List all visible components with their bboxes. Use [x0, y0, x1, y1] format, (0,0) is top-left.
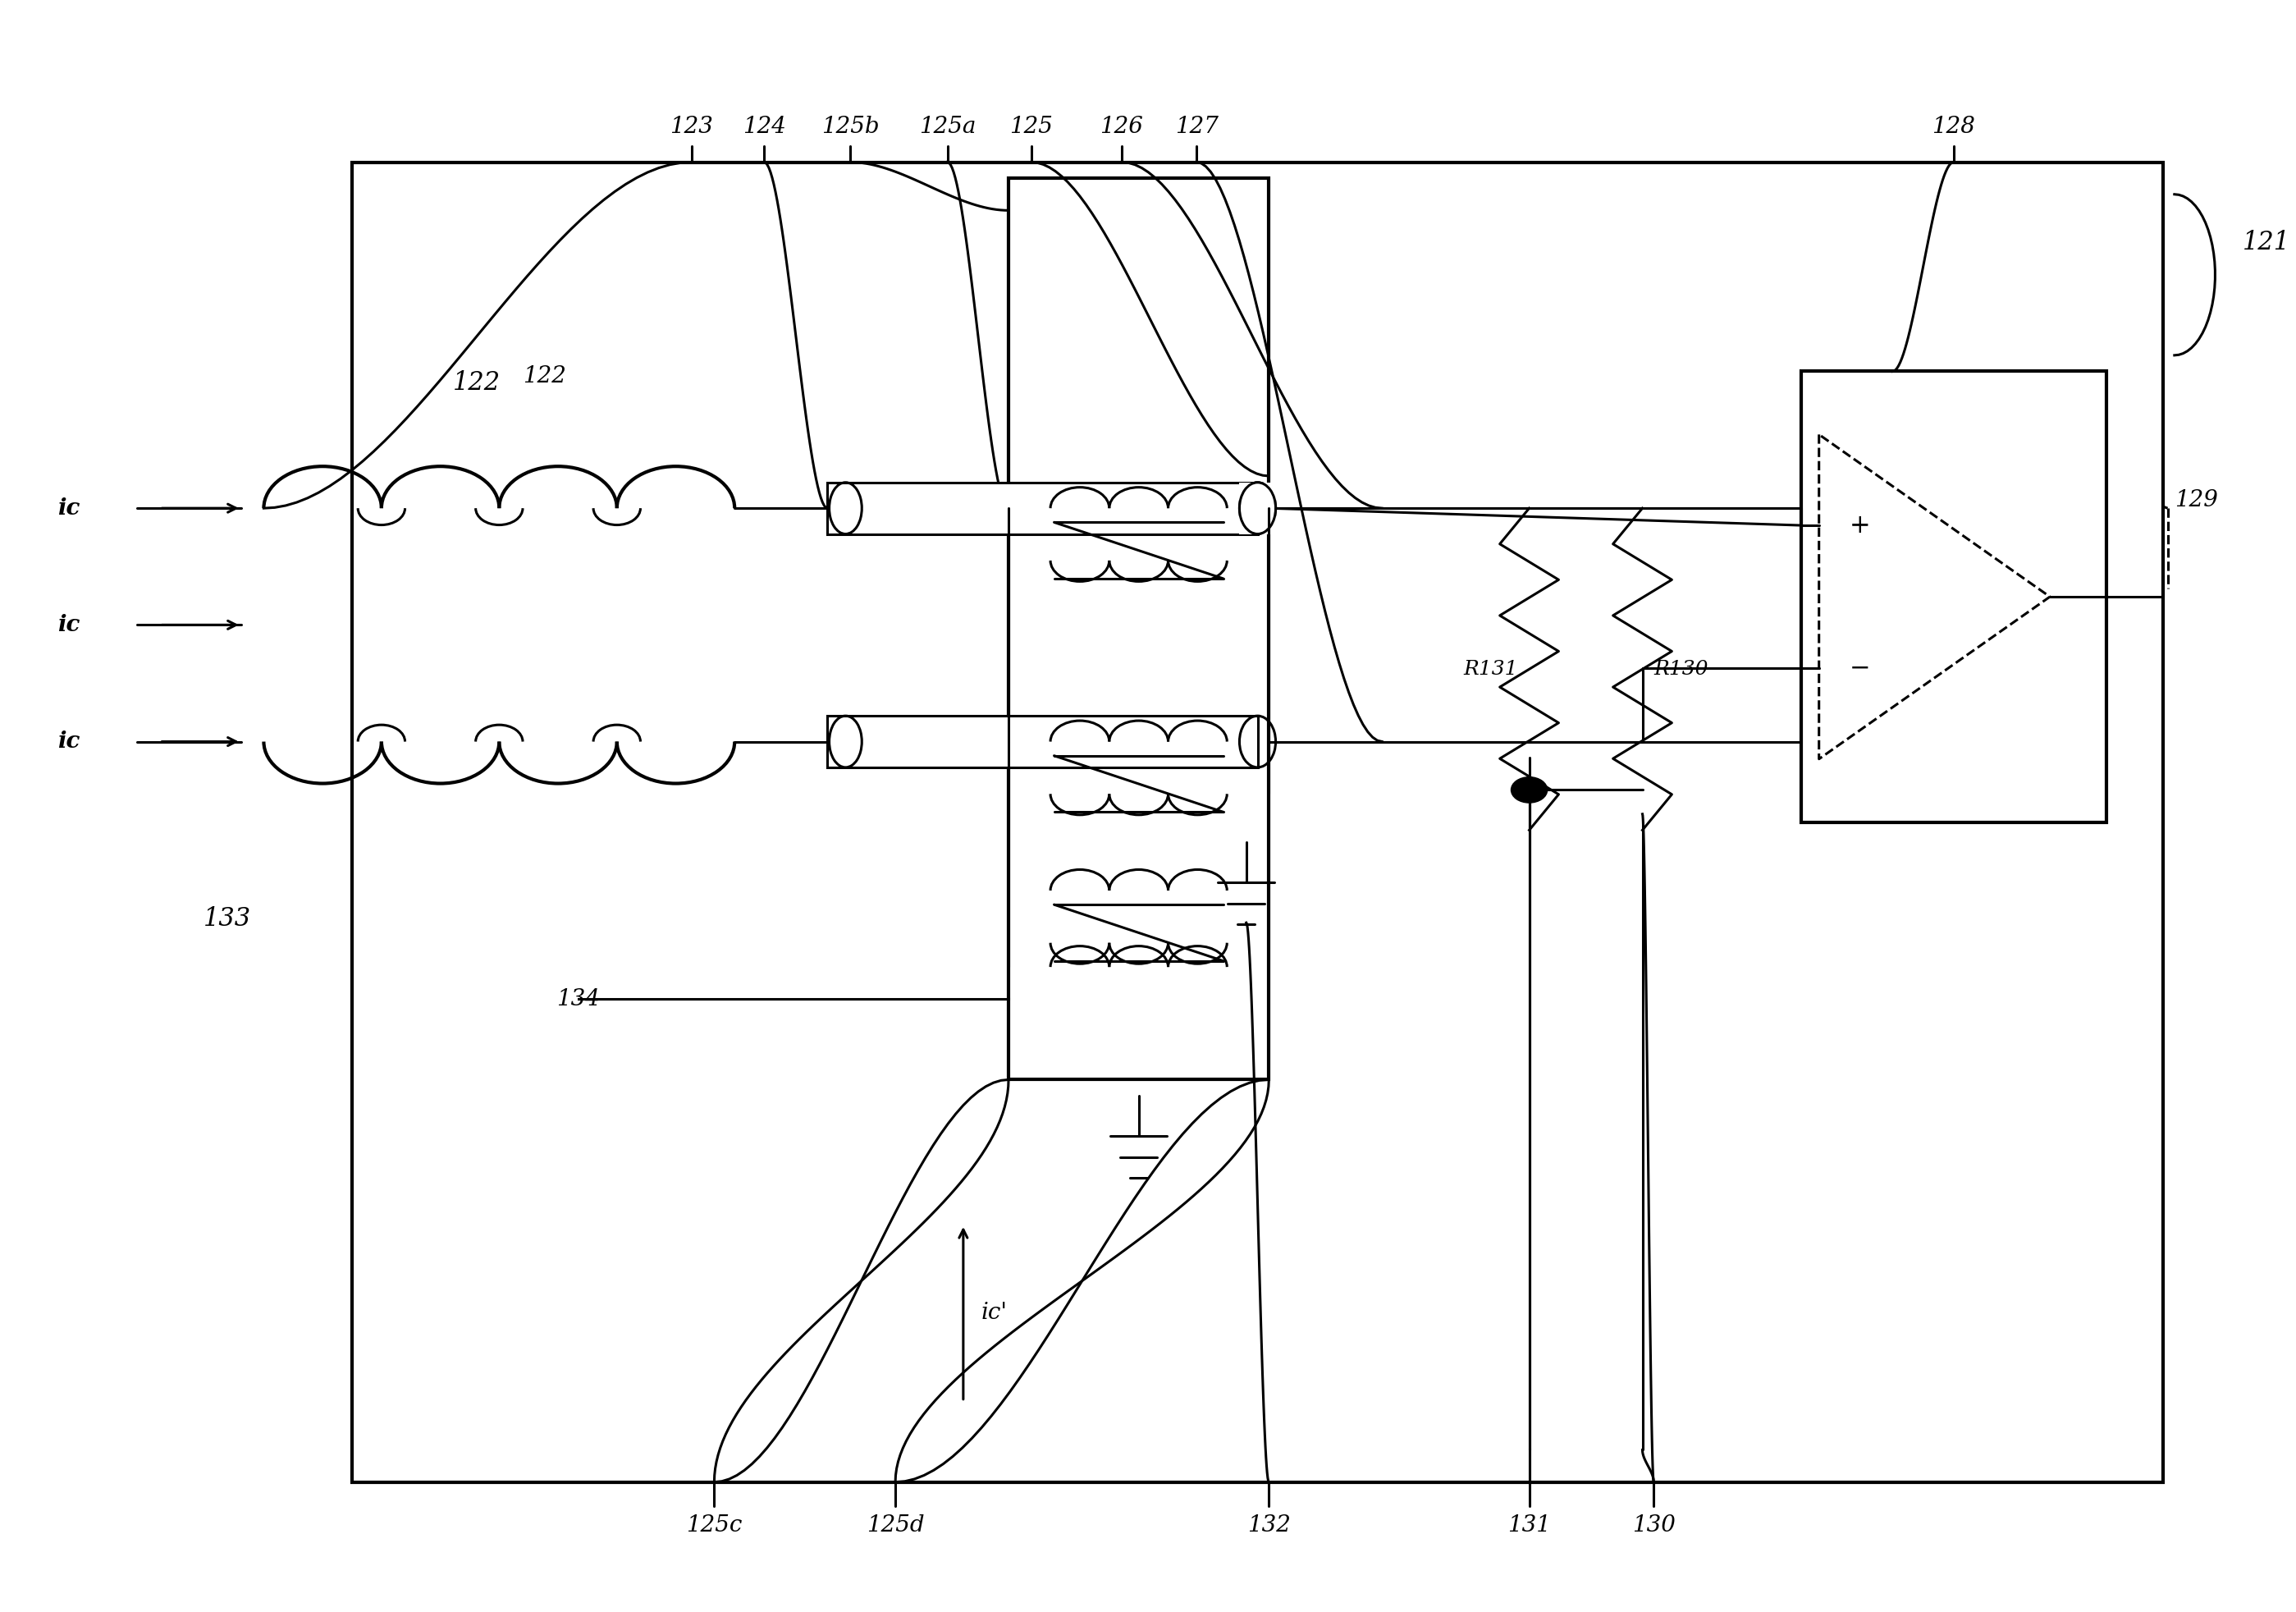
Text: ic: ic — [57, 730, 80, 753]
Text: 126: 126 — [1100, 116, 1143, 139]
Text: 125: 125 — [1010, 116, 1054, 139]
Text: −: − — [1848, 656, 1871, 680]
Text: 125b: 125b — [822, 116, 879, 139]
Text: 133: 133 — [204, 906, 250, 932]
Text: ic': ic' — [980, 1302, 1008, 1323]
Text: 124: 124 — [742, 116, 785, 139]
Text: 132: 132 — [1247, 1514, 1290, 1536]
Text: 128: 128 — [1931, 116, 1975, 139]
Bar — [827, 482, 1258, 534]
Text: +: + — [1848, 513, 1871, 538]
Text: ic: ic — [57, 614, 80, 637]
Text: 123: 123 — [670, 116, 714, 139]
Text: 122: 122 — [523, 366, 567, 387]
Text: 122: 122 — [452, 371, 501, 395]
Text: 121: 121 — [2243, 231, 2289, 255]
Text: 125a: 125a — [918, 116, 976, 139]
Text: R131: R131 — [1463, 659, 1518, 679]
Text: 125d: 125d — [866, 1514, 925, 1536]
Text: 130: 130 — [1632, 1514, 1676, 1536]
Text: 129: 129 — [2174, 488, 2218, 511]
Bar — [351, 163, 2163, 1481]
Text: 131: 131 — [1508, 1514, 1550, 1536]
Text: ic: ic — [57, 496, 80, 519]
Text: R130: R130 — [1653, 659, 1708, 679]
Bar — [1008, 179, 1270, 1080]
Bar — [1800, 371, 2105, 822]
Text: 134: 134 — [556, 988, 599, 1011]
Text: 127: 127 — [1176, 116, 1219, 139]
Bar — [827, 716, 1258, 767]
Bar — [1240, 482, 1277, 534]
Text: 125c: 125c — [687, 1514, 742, 1536]
Circle shape — [1511, 777, 1548, 803]
